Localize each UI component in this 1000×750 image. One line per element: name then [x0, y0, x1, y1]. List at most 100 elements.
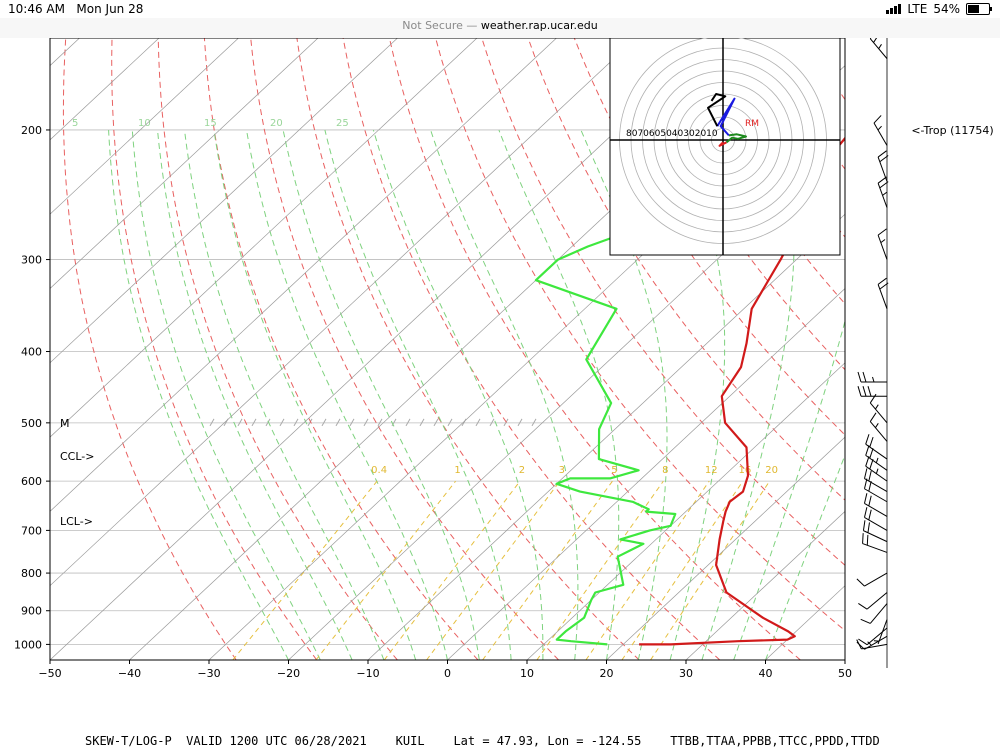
barb-half-feather	[875, 468, 879, 474]
barb-half-feather	[877, 125, 882, 131]
moist-adiabat-label: 20	[270, 118, 283, 129]
x-tick-label: −50	[38, 667, 61, 680]
hodograph-rm-label: RM	[745, 119, 759, 129]
barb-feather	[868, 495, 872, 507]
wind-barb	[857, 386, 887, 397]
barb-feather	[865, 456, 870, 467]
barb-shaft	[869, 603, 888, 624]
wind-barb	[856, 635, 888, 650]
isotherm	[50, 38, 478, 438]
barb-shaft	[864, 516, 888, 531]
wind-barb	[856, 572, 888, 587]
wind-barb	[862, 533, 888, 553]
hatch-mark	[377, 418, 383, 427]
mixing-ratio-line	[315, 480, 457, 660]
barb-feather	[865, 434, 870, 445]
hatch-mark	[349, 418, 355, 427]
barb-feather	[863, 507, 868, 518]
y-tick-label: 400	[21, 346, 42, 359]
mixing-ratio-label: 16	[739, 465, 752, 476]
wind-barb	[863, 507, 888, 531]
mixing-ratio-label: 0.4	[371, 465, 387, 476]
x-tick-label: −40	[118, 667, 141, 680]
status-time-date: 10:46 AM Mon Jun 28	[8, 2, 143, 16]
barb-feather	[866, 534, 869, 546]
wind-barb	[869, 393, 888, 424]
barb-feather	[862, 520, 866, 531]
status-date: Mon Jun 28	[76, 2, 144, 16]
barb-shaft	[861, 643, 888, 650]
wind-barb	[865, 434, 888, 460]
chart-title: SKEW-T/LOG-P VALID 1200 UTC 06/28/2021 K…	[85, 734, 880, 748]
mixing-ratio-label: 20	[765, 465, 778, 476]
barb-shaft	[866, 592, 888, 610]
barb-feather	[869, 393, 877, 404]
barb-feather	[877, 228, 887, 236]
battery-percent: 54%	[933, 2, 960, 16]
wind-barb	[862, 520, 888, 543]
dry-adiabat	[481, 38, 845, 566]
hatch-mark	[489, 418, 495, 427]
barb-feather	[879, 155, 889, 163]
wind-barb	[860, 603, 888, 624]
barb-half-feather	[872, 376, 875, 383]
dry-adiabat	[342, 38, 721, 660]
barb-feather	[868, 470, 872, 482]
wind-barb	[877, 150, 889, 182]
barb-feather	[858, 603, 868, 610]
wind-barb	[858, 627, 888, 646]
wind-barb	[858, 592, 888, 610]
isotherm	[50, 38, 319, 289]
moist-adiabat	[669, 129, 726, 660]
status-right: LTE 54%	[886, 2, 992, 16]
address-bar[interactable]: Not Secure — weather.rap.ucar.edu	[0, 18, 1000, 38]
moist-adiabat	[498, 129, 620, 660]
isotherm	[50, 38, 716, 660]
barb-half-feather	[867, 641, 872, 646]
barb-feather	[862, 386, 867, 397]
moist-adiabat	[213, 129, 417, 660]
barb-shaft	[864, 635, 888, 650]
skew-t-chart: 5 10 15 20 25 0.4 1 2 3 5 8 12 16 20 <-Trop (11754)C…	[14, 38, 994, 748]
barb-feather	[869, 459, 874, 470]
barb-feather	[873, 38, 878, 43]
moist-adiabat-label: 10	[138, 118, 151, 129]
wind-barb	[857, 371, 887, 383]
annotation: CCL->	[60, 450, 94, 463]
barb-shaft	[869, 402, 888, 424]
wind-barbs	[856, 38, 889, 668]
wind-barb	[865, 445, 888, 471]
barb-shaft	[877, 156, 888, 182]
y-tick-label: 900	[21, 605, 42, 618]
wind-barb	[869, 412, 888, 442]
barb-feather	[869, 448, 874, 459]
hatch-mark	[405, 418, 411, 427]
hatch-mark	[209, 418, 215, 427]
dry-adiabat	[435, 38, 845, 632]
mixing-ratio-lines: 0.4 1 2 3 5 8 12 16 20	[232, 465, 778, 660]
barb-feather	[867, 522, 870, 533]
moist-adiabat-label: 25	[336, 118, 349, 129]
barb-shaft	[877, 234, 888, 260]
hatch-mark	[517, 418, 523, 427]
cellular-signal-icon	[886, 4, 902, 14]
hatch-mark	[251, 418, 257, 427]
barb-feather	[867, 386, 872, 397]
moist-adiabat	[324, 129, 512, 660]
mixing-ratio-line	[482, 480, 613, 660]
isotherm-lines	[50, 38, 845, 660]
barb-shaft	[862, 543, 888, 553]
dry-adiabat	[157, 38, 398, 660]
x-tick-label: −10	[356, 667, 379, 680]
wind-barb	[873, 115, 888, 146]
moist-adiabat-label: 5	[72, 118, 78, 129]
isotherm	[526, 362, 845, 660]
hatch-mark	[335, 418, 341, 427]
dry-adiabats	[62, 38, 845, 660]
network-type: LTE	[907, 2, 928, 16]
x-tick-label: −30	[197, 667, 220, 680]
dry-adiabat	[666, 38, 845, 305]
y-tick-label: 600	[21, 475, 42, 488]
moist-adiabat	[580, 129, 668, 660]
barb-feather	[873, 115, 882, 124]
